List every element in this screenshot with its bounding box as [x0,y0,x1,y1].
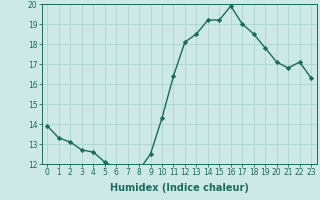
X-axis label: Humidex (Indice chaleur): Humidex (Indice chaleur) [110,183,249,193]
